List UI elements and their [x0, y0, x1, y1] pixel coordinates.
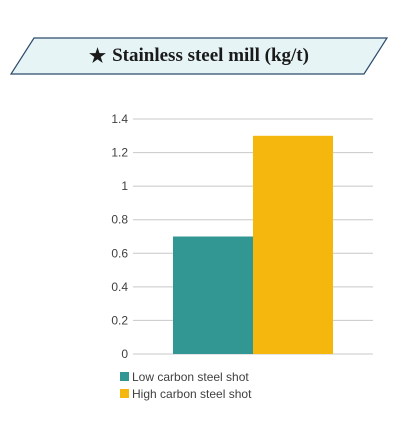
y-tick-label: 0 — [121, 347, 128, 361]
y-tick-label: 1 — [121, 179, 128, 193]
y-tick-label: 1.2 — [111, 146, 128, 160]
y-tick-label: 1.4 — [111, 112, 128, 126]
title-banner: ★ Stainless steel mill (kg/t) — [10, 37, 388, 75]
bar — [253, 135, 333, 354]
legend-swatch-low-carbon — [120, 372, 129, 381]
chart-legend: Low carbon steel shot High carbon steel … — [120, 368, 251, 402]
y-tick-label: 0.6 — [111, 246, 128, 260]
legend-swatch-high-carbon — [120, 389, 129, 398]
legend-label-high-carbon: High carbon steel shot — [132, 386, 252, 401]
y-tick-label: 0.2 — [111, 313, 128, 327]
y-tick-label: 0.8 — [111, 213, 128, 227]
banner-shape — [10, 37, 388, 75]
star-icon: ★ — [89, 45, 107, 67]
bar — [173, 236, 253, 354]
legend-item-low-carbon: Low carbon steel shot — [120, 368, 251, 385]
y-tick-label: 0.4 — [111, 280, 128, 294]
chart-title-text: Stainless steel mill (kg/t) — [112, 45, 309, 66]
legend-item-high-carbon: High carbon steel shot — [120, 385, 251, 402]
chart-title: ★ Stainless steel mill (kg/t) — [10, 37, 388, 75]
legend-label-low-carbon: Low carbon steel shot — [132, 369, 249, 384]
